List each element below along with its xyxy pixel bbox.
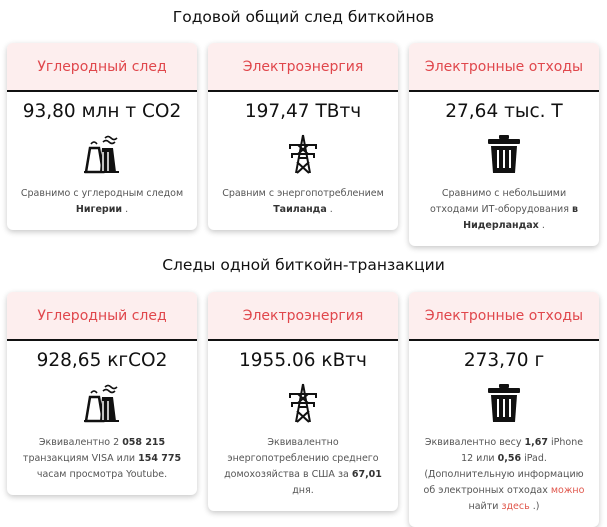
card-value: 197,47 ТВтч [244, 101, 362, 122]
transaction-card-carbon: Углеродный след 928,65 кгCO2 Эквивалентн… [7, 292, 197, 495]
card-header: Углеродный след [7, 43, 197, 92]
trash-icon [409, 383, 599, 423]
highlight-text: 058 215 [122, 437, 166, 448]
card-description: Эквивалентно энергопотреблению среднего … [208, 435, 398, 499]
highlight-text: 1,67 [524, 437, 548, 448]
description-text: iPad. (Дополнительную информацию об элек… [423, 453, 584, 496]
highlight-text: Нигерии [75, 204, 123, 215]
description-text: транзакциям VISA или [22, 453, 139, 464]
highlight-text: 154 775 [138, 453, 182, 464]
description-text: Сравнимо с углеродным следом [20, 188, 184, 199]
highlight-text: Таиланда [273, 204, 327, 215]
highlight-text: 0,56 [497, 453, 522, 464]
description-text: Сравнимо с небольшими отходами ИТ-оборуд… [430, 188, 572, 215]
card-value: 93,80 млн т CO2 [22, 101, 182, 122]
card-header: Электронные отходы [409, 292, 599, 341]
power-tower-icon [208, 383, 398, 423]
annual-title: Годовой общий след биткойнов [172, 8, 435, 26]
description-text: Сравним с энергопотреблением [222, 188, 384, 199]
annual-card-carbon: Углеродный след 93,80 млн т CO2 Сравнимо… [7, 43, 197, 230]
card-header: Электроэнергия [208, 292, 398, 341]
card-value: 1955.06 кВтч [239, 350, 367, 371]
card-value: 273,70 г [463, 350, 545, 371]
card-header: Электронные отходы [409, 43, 599, 92]
transaction-card-ewaste: Электронные отходы 273,70 г Эквивалентно… [409, 292, 599, 527]
description-text: часам просмотра Youtube. [36, 469, 168, 480]
card-description: Сравнимо с углеродным следом Нигерии . [7, 186, 197, 218]
power-tower-icon [208, 134, 398, 174]
description-text: . [326, 204, 333, 215]
description-text: iPhone 12 или [461, 437, 584, 464]
link[interactable]: здесь [501, 501, 530, 512]
card-value: 27,64 тыс. Т [445, 101, 563, 122]
description-text: Эквивалентно 2 [38, 437, 123, 448]
power-plant-icon [7, 134, 197, 174]
card-value: 928,65 кгCO2 [36, 350, 168, 371]
card-header: Углеродный след [7, 292, 197, 341]
description-text: .) [529, 501, 540, 512]
card-description: Эквивалентно весу 1,67 iPhone 12 или 0,5… [409, 435, 599, 515]
description-text: Эквивалентно энергопотреблению среднего … [224, 437, 379, 480]
highlight-text: 67,01 [351, 469, 382, 480]
card-description: Эквивалентно 2 058 215 транзакциям VISA … [7, 435, 197, 483]
card-description: Сравним с энергопотреблением Таиланда . [208, 186, 398, 218]
transaction-card-energy: Электроэнергия 1955.06 кВтч Эквивалентно… [208, 292, 398, 511]
trash-icon [409, 134, 599, 174]
link[interactable]: можно [550, 485, 585, 496]
annual-card-ewaste: Электронные отходы 27,64 тыс. Т Сравнимо… [409, 43, 599, 246]
description-text: дня. [292, 485, 314, 496]
highlight-text: в Нидерландах [463, 204, 578, 231]
description-text: . [538, 220, 545, 231]
description-text: найти [468, 501, 502, 512]
card-header: Электроэнергия [208, 43, 398, 92]
card-description: Сравнимо с небольшими отходами ИТ-оборуд… [409, 186, 599, 234]
annual-card-energy: Электроэнергия 197,47 ТВтч Сравним с эне… [208, 43, 398, 230]
transaction-title: Следы одной биткойн-транзакции [162, 256, 445, 274]
description-text: Эквивалентно весу [424, 437, 525, 448]
description-text: . [122, 204, 129, 215]
power-plant-icon [7, 383, 197, 423]
